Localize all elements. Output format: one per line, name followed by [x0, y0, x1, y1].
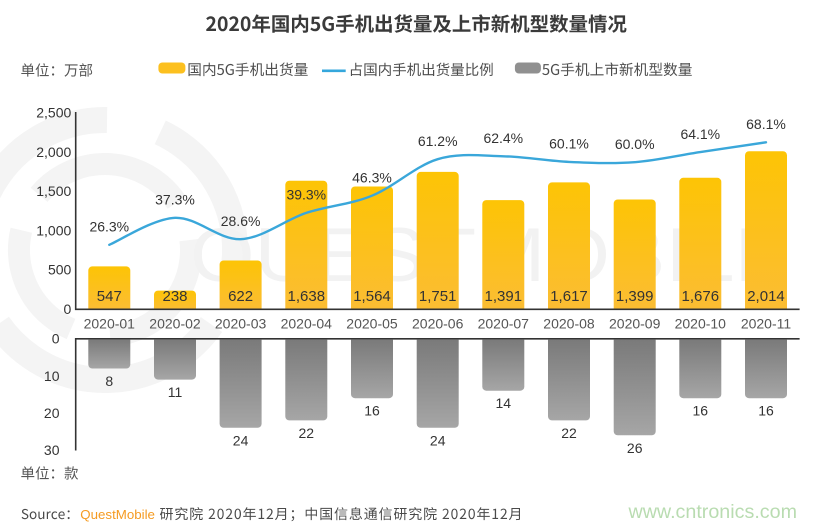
svg-text:46.3%: 46.3%: [352, 170, 392, 186]
svg-text:11: 11: [168, 384, 183, 400]
svg-text:2020-06: 2020-06: [412, 315, 464, 331]
svg-text:2020-01: 2020-01: [84, 315, 136, 331]
svg-text:2,000: 2,000: [36, 144, 71, 160]
svg-text:QuestMobile: QuestMobile: [80, 507, 155, 522]
svg-text:0: 0: [52, 331, 60, 347]
svg-text:238: 238: [162, 288, 187, 305]
svg-text:2020-11: 2020-11: [741, 315, 792, 331]
svg-text:2020-10: 2020-10: [675, 315, 727, 331]
svg-text:500: 500: [48, 262, 72, 278]
svg-text:16: 16: [364, 403, 380, 419]
svg-text:1,500: 1,500: [36, 183, 71, 199]
svg-text:2020-04: 2020-04: [281, 315, 333, 331]
svg-text:1,617: 1,617: [550, 288, 588, 305]
svg-text:2020-05: 2020-05: [346, 315, 398, 331]
svg-text:20: 20: [44, 405, 60, 421]
svg-text:28.6%: 28.6%: [221, 213, 261, 229]
svg-text:1,391: 1,391: [485, 288, 523, 305]
svg-text:64.1%: 64.1%: [680, 126, 720, 142]
svg-text:1,676: 1,676: [682, 288, 720, 305]
svg-text:2020-07: 2020-07: [478, 315, 530, 331]
svg-text:60.0%: 60.0%: [615, 136, 655, 152]
svg-text:24: 24: [233, 432, 249, 448]
svg-text:10: 10: [44, 368, 60, 384]
svg-text:622: 622: [228, 288, 253, 305]
svg-text:62.4%: 62.4%: [483, 130, 523, 146]
svg-text:37.3%: 37.3%: [155, 192, 195, 208]
svg-text:61.2%: 61.2%: [418, 133, 458, 149]
svg-text:14: 14: [496, 395, 512, 411]
svg-text:22: 22: [561, 425, 577, 441]
svg-text:547: 547: [97, 288, 122, 305]
svg-text:22: 22: [299, 425, 315, 441]
svg-text:26.3%: 26.3%: [89, 219, 129, 235]
svg-text:0: 0: [64, 301, 72, 317]
svg-text:1,564: 1,564: [353, 288, 391, 305]
svg-text:39.3%: 39.3%: [286, 187, 326, 203]
svg-text:60.1%: 60.1%: [549, 136, 589, 152]
svg-text:1,638: 1,638: [288, 288, 326, 305]
svg-text:24: 24: [430, 432, 446, 448]
svg-text:2020-08: 2020-08: [543, 315, 595, 331]
svg-text:www.cntronics.com: www.cntronics.com: [628, 501, 797, 523]
svg-text:68.1%: 68.1%: [746, 116, 786, 132]
svg-text:8: 8: [105, 373, 113, 389]
svg-text:16: 16: [693, 403, 709, 419]
svg-text:1,399: 1,399: [616, 288, 654, 305]
svg-text:1,751: 1,751: [419, 288, 457, 305]
svg-text:30: 30: [44, 442, 60, 458]
svg-text:2020-03: 2020-03: [215, 315, 267, 331]
svg-text:2020-09: 2020-09: [609, 315, 661, 331]
svg-text:2,500: 2,500: [36, 105, 71, 121]
svg-text:2,014: 2,014: [747, 288, 785, 305]
svg-text:2020-02: 2020-02: [149, 315, 201, 331]
svg-text:16: 16: [758, 403, 774, 419]
svg-text:26: 26: [627, 440, 643, 456]
svg-text:1,000: 1,000: [36, 222, 71, 238]
